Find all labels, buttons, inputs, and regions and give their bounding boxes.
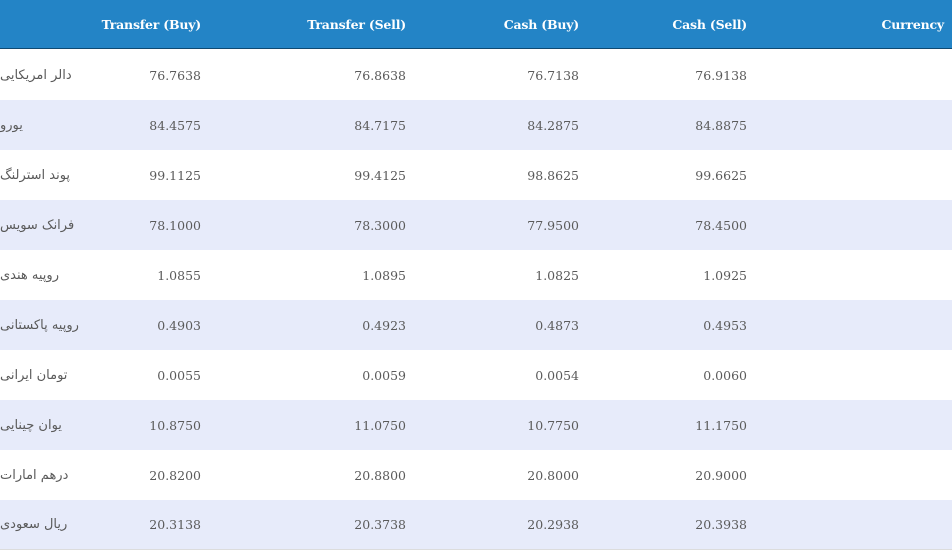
cell-currency: فرانک سویس xyxy=(0,217,75,233)
cell-transfer-sell: 20.8800 xyxy=(354,467,406,483)
cell-currency: ریال سعودی xyxy=(0,517,68,532)
cell-cash-sell: 11.1750 xyxy=(695,417,747,433)
cell-currency: روپیه پاکستانی xyxy=(0,317,79,333)
table-row: 20.8200 20.8800 20.8000 20.9000 درهم اما… xyxy=(0,450,952,500)
cell-transfer-buy: 84.4575 xyxy=(149,117,201,133)
cell-transfer-buy: 99.1125 xyxy=(149,167,201,183)
cell-cash-buy: 0.4873 xyxy=(535,317,579,333)
table-row: 99.1125 99.4125 98.8625 99.6625 پوند است… xyxy=(0,150,952,200)
cell-transfer-sell: 99.4125 xyxy=(354,167,406,183)
table-bottom-divider xyxy=(0,549,952,550)
cell-transfer-sell: 11.0750 xyxy=(354,417,406,433)
cell-transfer-buy: 0.4903 xyxy=(157,317,201,333)
header-transfer-sell[interactable]: Transfer (Sell) xyxy=(307,16,406,32)
cell-cash-sell: 20.9000 xyxy=(695,467,747,483)
table-row: 78.1000 78.3000 77.9500 78.4500 فرانک سو… xyxy=(0,200,952,250)
table-row: 1.0855 1.0895 1.0825 1.0925 روپیه هندی xyxy=(0,250,952,300)
cell-cash-buy: 84.2875 xyxy=(527,117,579,133)
cell-transfer-buy: 10.8750 xyxy=(149,417,201,433)
cell-currency: درهم امارات xyxy=(0,467,69,483)
table-row: 20.3138 20.3738 20.2938 20.3938 ریال سعو… xyxy=(0,500,952,549)
cell-cash-sell: 1.0925 xyxy=(703,267,747,283)
cell-cash-buy: 10.7750 xyxy=(527,417,579,433)
table-header: Transfer (Buy) Transfer (Sell) Cash (Buy… xyxy=(0,0,952,49)
table-row: 0.0055 0.0059 0.0054 0.0060 تومان ایرانی xyxy=(0,350,952,400)
cell-currency: تومان ایرانی xyxy=(0,367,68,383)
cell-cash-buy: 76.7138 xyxy=(527,67,579,83)
cell-cash-sell: 20.3938 xyxy=(695,517,747,532)
cell-transfer-sell: 20.3738 xyxy=(354,517,406,532)
header-currency[interactable]: Currency xyxy=(881,16,944,32)
cell-currency: روپیه هندی xyxy=(0,267,59,283)
cell-transfer-buy: 76.7638 xyxy=(149,67,201,83)
cell-transfer-sell: 84.7175 xyxy=(354,117,406,133)
table-row: 0.4903 0.4923 0.4873 0.4953 روپیه پاکستا… xyxy=(0,300,952,350)
cell-cash-buy: 98.8625 xyxy=(527,167,579,183)
cell-transfer-sell: 0.0059 xyxy=(362,367,406,383)
cell-cash-sell: 0.0060 xyxy=(703,367,747,383)
cell-transfer-buy: 1.0855 xyxy=(157,267,201,283)
cell-transfer-buy: 0.0055 xyxy=(157,367,201,383)
cell-transfer-buy: 20.8200 xyxy=(149,467,201,483)
cell-cash-buy: 20.2938 xyxy=(527,517,579,532)
cell-cash-sell: 78.4500 xyxy=(695,217,747,233)
cell-transfer-buy: 20.3138 xyxy=(149,517,201,532)
table-row: 10.8750 11.0750 10.7750 11.1750 یوان چین… xyxy=(0,400,952,450)
cell-currency: یوان چینایی xyxy=(0,417,62,433)
cell-cash-buy: 77.9500 xyxy=(527,217,579,233)
cell-transfer-sell: 76.8638 xyxy=(354,67,406,83)
cell-cash-buy: 0.0054 xyxy=(535,367,579,383)
cell-cash-sell: 99.6625 xyxy=(695,167,747,183)
cell-cash-sell: 76.9138 xyxy=(695,67,747,83)
cell-transfer-buy: 78.1000 xyxy=(149,217,201,233)
cell-transfer-sell: 78.3000 xyxy=(354,217,406,233)
table-row: 84.4575 84.7175 84.2875 84.8875 یورو xyxy=(0,100,952,150)
cell-currency: دالر امریکایی xyxy=(0,67,72,83)
cell-cash-buy: 20.8000 xyxy=(527,467,579,483)
cell-cash-sell: 0.4953 xyxy=(703,317,747,333)
cell-cash-buy: 1.0825 xyxy=(535,267,579,283)
cell-transfer-sell: 0.4923 xyxy=(362,317,406,333)
header-transfer-buy[interactable]: Transfer (Buy) xyxy=(101,16,202,32)
cell-currency: یورو xyxy=(0,117,23,133)
table-row: 76.7638 76.8638 76.7138 76.9138 دالر امر… xyxy=(0,50,952,100)
cell-transfer-sell: 1.0895 xyxy=(362,267,406,283)
header-cash-buy[interactable]: Cash (Buy) xyxy=(503,16,579,32)
header-cash-sell[interactable]: Cash (Sell) xyxy=(672,16,747,32)
cell-currency: پوند استرلنگ xyxy=(0,167,71,183)
cell-cash-sell: 84.8875 xyxy=(695,117,747,133)
